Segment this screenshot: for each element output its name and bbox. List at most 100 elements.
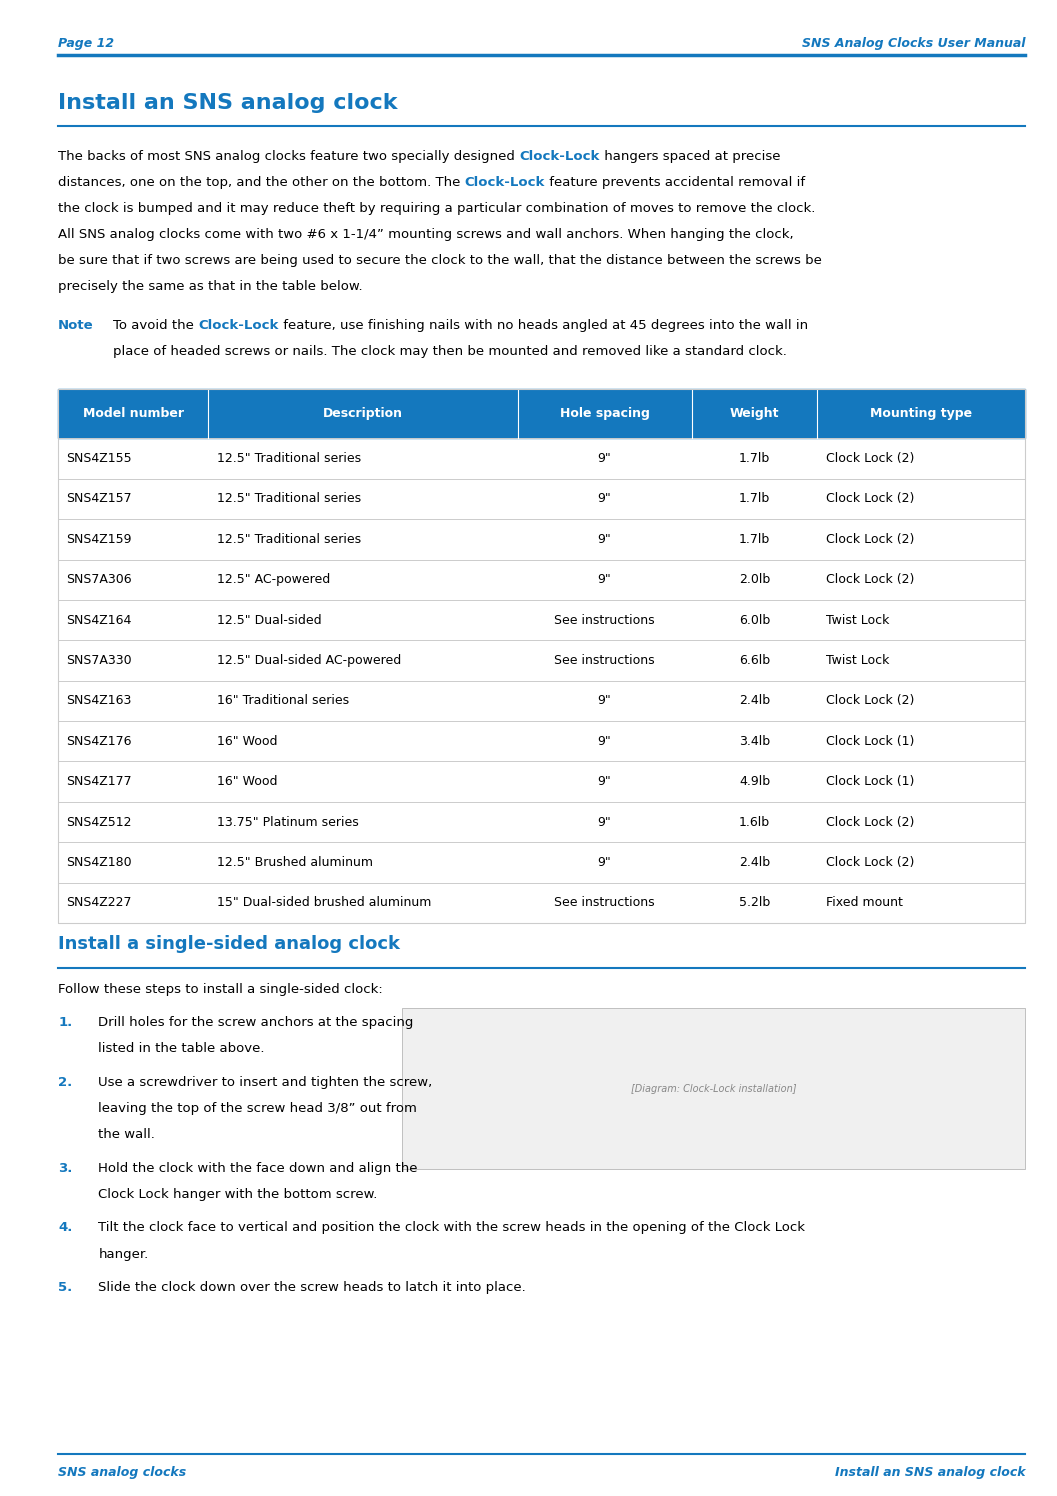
Text: Fixed mount: Fixed mount	[826, 896, 903, 910]
Text: Use a screwdriver to insert and tighten the screw,: Use a screwdriver to insert and tighten …	[98, 1076, 432, 1089]
Text: precisely the same as that in the table below.: precisely the same as that in the table …	[58, 280, 363, 293]
Text: To avoid the: To avoid the	[113, 319, 199, 332]
Text: 5.: 5.	[58, 1282, 72, 1294]
Text: 4.9lb: 4.9lb	[739, 775, 771, 788]
Text: The backs of most SNS analog clocks feature two specially designed: The backs of most SNS analog clocks feat…	[58, 150, 519, 163]
FancyBboxPatch shape	[58, 842, 1025, 883]
Text: Clock Lock (1): Clock Lock (1)	[826, 775, 914, 788]
Text: SNS4Z176: SNS4Z176	[67, 735, 132, 748]
Text: 12.5" Dual-sided AC-powered: 12.5" Dual-sided AC-powered	[217, 654, 401, 667]
Text: SNS7A330: SNS7A330	[67, 654, 132, 667]
Text: 16" Traditional series: 16" Traditional series	[217, 694, 349, 708]
Text: SNS4Z159: SNS4Z159	[67, 533, 132, 546]
Text: SNS4Z512: SNS4Z512	[67, 815, 132, 829]
Text: SNS4Z163: SNS4Z163	[67, 694, 132, 708]
Text: SNS4Z157: SNS4Z157	[67, 492, 132, 506]
Text: SNS4Z227: SNS4Z227	[67, 896, 132, 910]
Text: 5.2lb: 5.2lb	[739, 896, 771, 910]
Text: 12.5" Traditional series: 12.5" Traditional series	[217, 533, 360, 546]
Text: Clock-Lock: Clock-Lock	[519, 150, 599, 163]
Text: 12.5" Traditional series: 12.5" Traditional series	[217, 492, 360, 506]
Text: 6.6lb: 6.6lb	[739, 654, 771, 667]
FancyBboxPatch shape	[58, 389, 1025, 438]
Text: 9": 9"	[597, 573, 611, 586]
Text: be sure that if two screws are being used to secure the clock to the wall, that : be sure that if two screws are being use…	[58, 254, 822, 268]
Text: Mounting type: Mounting type	[870, 407, 972, 420]
Text: 9": 9"	[597, 856, 611, 869]
Text: listed in the table above.: listed in the table above.	[98, 1043, 265, 1055]
Text: Twist Lock: Twist Lock	[826, 613, 889, 627]
Text: 4.: 4.	[58, 1222, 73, 1234]
Text: Drill holes for the screw anchors at the spacing: Drill holes for the screw anchors at the…	[98, 1016, 413, 1029]
FancyBboxPatch shape	[58, 883, 1025, 923]
Text: SNS4Z164: SNS4Z164	[67, 613, 132, 627]
Text: Clock Lock hanger with the bottom screw.: Clock Lock hanger with the bottom screw.	[98, 1188, 377, 1201]
Text: Hole spacing: Hole spacing	[559, 407, 649, 420]
Text: Clock Lock (2): Clock Lock (2)	[826, 815, 914, 829]
Text: 1.6lb: 1.6lb	[739, 815, 771, 829]
Text: SNS analog clocks: SNS analog clocks	[58, 1466, 186, 1480]
Text: Hold the clock with the face down and align the: Hold the clock with the face down and al…	[98, 1162, 418, 1174]
Text: See instructions: See instructions	[554, 896, 655, 910]
FancyBboxPatch shape	[58, 761, 1025, 802]
Text: Clock Lock (2): Clock Lock (2)	[826, 856, 914, 869]
Text: Page 12: Page 12	[58, 37, 114, 51]
Text: 3.4lb: 3.4lb	[739, 735, 771, 748]
Text: 6.0lb: 6.0lb	[739, 613, 771, 627]
Text: 1.: 1.	[58, 1016, 72, 1029]
Text: leaving the top of the screw head 3/8” out from: leaving the top of the screw head 3/8” o…	[98, 1103, 418, 1115]
Text: Description: Description	[322, 407, 403, 420]
FancyBboxPatch shape	[58, 600, 1025, 640]
Text: 12.5" Brushed aluminum: 12.5" Brushed aluminum	[217, 856, 372, 869]
Text: feature prevents accidental removal if: feature prevents accidental removal if	[545, 177, 805, 188]
Text: SNS7A306: SNS7A306	[67, 573, 132, 586]
Text: 9": 9"	[597, 815, 611, 829]
FancyBboxPatch shape	[58, 681, 1025, 721]
Text: See instructions: See instructions	[554, 654, 655, 667]
Text: SNS Analog Clocks User Manual: SNS Analog Clocks User Manual	[802, 37, 1025, 51]
Text: 9": 9"	[597, 694, 611, 708]
Text: [Diagram: Clock-Lock installation]: [Diagram: Clock-Lock installation]	[631, 1083, 796, 1094]
Text: SNS4Z180: SNS4Z180	[67, 856, 132, 869]
Text: 2.4lb: 2.4lb	[739, 856, 771, 869]
Text: 1.7lb: 1.7lb	[739, 492, 771, 506]
Text: Tilt the clock face to vertical and position the clock with the screw heads in t: Tilt the clock face to vertical and posi…	[98, 1222, 805, 1234]
Text: Install a single-sided analog clock: Install a single-sided analog clock	[58, 935, 401, 953]
Text: SNS4Z177: SNS4Z177	[67, 775, 132, 788]
Text: 2.: 2.	[58, 1076, 72, 1089]
Text: 1.7lb: 1.7lb	[739, 533, 771, 546]
Text: place of headed screws or nails. The clock may then be mounted and removed like : place of headed screws or nails. The clo…	[113, 344, 787, 358]
Text: 9": 9"	[597, 452, 611, 465]
Text: Clock Lock (1): Clock Lock (1)	[826, 735, 914, 748]
Text: Clock Lock (2): Clock Lock (2)	[826, 694, 914, 708]
Text: 3.: 3.	[58, 1162, 73, 1174]
FancyBboxPatch shape	[402, 1008, 1025, 1170]
FancyBboxPatch shape	[58, 802, 1025, 842]
Text: Model number: Model number	[82, 407, 184, 420]
Text: Install an SNS analog clock: Install an SNS analog clock	[58, 93, 397, 112]
Text: Clock-Lock: Clock-Lock	[465, 177, 545, 188]
Text: 16" Wood: 16" Wood	[217, 735, 277, 748]
Text: Clock Lock (2): Clock Lock (2)	[826, 573, 914, 586]
Text: the clock is bumped and it may reduce theft by requiring a particular combinatio: the clock is bumped and it may reduce th…	[58, 202, 816, 215]
Text: Note: Note	[58, 319, 94, 332]
Text: hangers spaced at precise: hangers spaced at precise	[599, 150, 780, 163]
Text: 16" Wood: 16" Wood	[217, 775, 277, 788]
Text: See instructions: See instructions	[554, 613, 655, 627]
Text: 9": 9"	[597, 492, 611, 506]
Text: All SNS analog clocks come with two #6 x 1-1/4” mounting screws and wall anchors: All SNS analog clocks come with two #6 x…	[58, 227, 794, 241]
Text: 12.5" AC-powered: 12.5" AC-powered	[217, 573, 330, 586]
Text: Clock Lock (2): Clock Lock (2)	[826, 533, 914, 546]
FancyBboxPatch shape	[58, 519, 1025, 560]
Text: SNS4Z155: SNS4Z155	[67, 452, 132, 465]
Text: 12.5" Traditional series: 12.5" Traditional series	[217, 452, 360, 465]
Text: 15" Dual-sided brushed aluminum: 15" Dual-sided brushed aluminum	[217, 896, 431, 910]
FancyBboxPatch shape	[58, 721, 1025, 761]
Text: 9": 9"	[597, 735, 611, 748]
Text: feature, use finishing nails with no heads angled at 45 degrees into the wall in: feature, use finishing nails with no hea…	[279, 319, 808, 332]
FancyBboxPatch shape	[58, 479, 1025, 519]
Text: 12.5" Dual-sided: 12.5" Dual-sided	[217, 613, 321, 627]
Text: Clock Lock (2): Clock Lock (2)	[826, 452, 914, 465]
Text: distances, one on the top, and the other on the bottom. The: distances, one on the top, and the other…	[58, 177, 465, 188]
FancyBboxPatch shape	[58, 438, 1025, 479]
